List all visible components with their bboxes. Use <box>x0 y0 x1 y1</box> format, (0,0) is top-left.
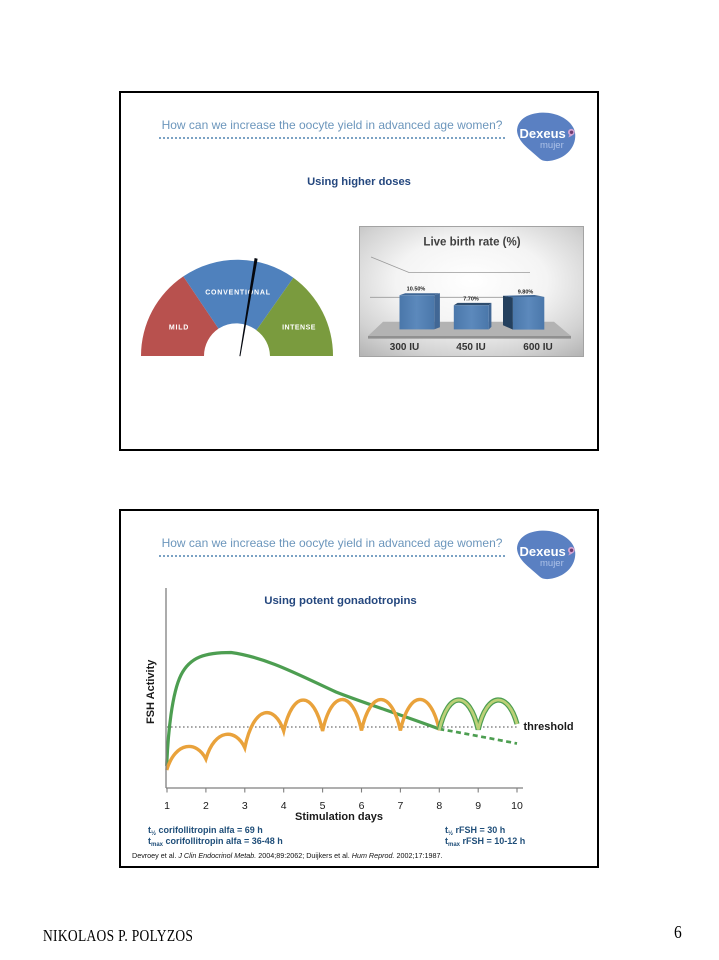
svg-text:8: 8 <box>436 800 442 812</box>
svg-text:10: 10 <box>511 800 523 812</box>
svg-text:CONVENTIONAL: CONVENTIONAL <box>205 289 271 296</box>
svg-text:1: 1 <box>164 800 170 812</box>
svg-text:INTENSE: INTENSE <box>282 324 316 331</box>
svg-text:Stimulation days: Stimulation days <box>295 811 383 823</box>
svg-text:MILD: MILD <box>169 324 189 331</box>
svg-text:threshold: threshold <box>524 721 574 733</box>
svg-text:mujer: mujer <box>540 558 564 569</box>
svg-text:Dexeus: Dexeus <box>520 544 566 559</box>
svg-text:450 IU: 450 IU <box>456 342 485 353</box>
svg-text:FSH Activity: FSH Activity <box>145 659 157 724</box>
svg-text:9.80%: 9.80% <box>518 290 534 296</box>
svg-text:Live birth rate (%): Live birth rate (%) <box>423 237 520 249</box>
svg-text:9: 9 <box>475 800 481 812</box>
svg-text:300 IU: 300 IU <box>390 342 419 353</box>
svg-text:mujer: mujer <box>540 140 564 151</box>
svg-text:4: 4 <box>281 800 287 812</box>
svg-text:5: 5 <box>320 800 326 812</box>
svg-text:2: 2 <box>203 800 209 812</box>
svg-text:3: 3 <box>242 800 248 812</box>
svg-text:10.50%: 10.50% <box>407 287 426 293</box>
svg-text:Dexeus: Dexeus <box>520 126 566 141</box>
svg-text:7: 7 <box>397 800 403 812</box>
svg-text:6: 6 <box>359 800 365 812</box>
svg-text:7.70%: 7.70% <box>463 297 479 303</box>
svg-text:600 IU: 600 IU <box>523 342 552 353</box>
